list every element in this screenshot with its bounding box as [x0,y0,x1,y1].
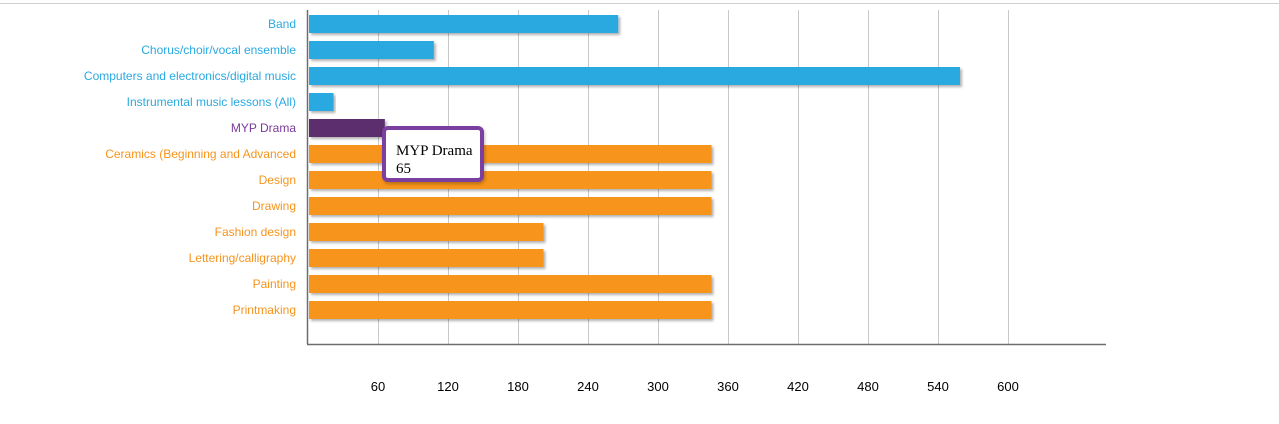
tooltip: MYP Drama 65 [382,126,484,182]
bar[interactable] [309,301,712,319]
x-tick-label: 360 [717,379,739,394]
x-tick-label: 120 [437,379,459,394]
tooltip-label: MYP Drama [396,143,473,159]
category-label: MYP Drama [231,121,296,135]
category-label: Fashion design [215,225,296,239]
bar[interactable] [309,249,544,267]
bar[interactable] [309,197,712,215]
x-tick-label: 60 [371,379,385,394]
category-label: Lettering/calligraphy [189,251,296,265]
category-label: Painting [253,277,296,291]
bar[interactable] [309,67,960,85]
bar[interactable] [309,223,544,241]
x-tick-label: 300 [647,379,669,394]
x-tick-label: 480 [857,379,879,394]
x-tick-label: 420 [787,379,809,394]
category-label: Instrumental music lessons (All) [127,95,296,109]
category-label: Ceramics (Beginning and Advanced [105,147,296,161]
bar[interactable] [309,119,385,137]
axes [306,10,1106,346]
bar[interactable] [309,93,334,111]
bar[interactable] [309,41,434,59]
x-tick-label: 540 [927,379,949,394]
bar[interactable] [309,15,619,33]
x-tick-label: 240 [577,379,599,394]
x-tick-label: 600 [997,379,1019,394]
bar[interactable] [309,275,712,293]
category-labels: Band Chorus/choir/vocal ensemble Computers… [84,17,296,317]
x-tick-label: 180 [507,379,529,394]
bar[interactable] [309,145,712,163]
bar[interactable] [309,171,712,189]
bars [309,15,960,319]
category-label: Drawing [252,199,296,213]
category-label: Printmaking [233,303,296,317]
top-divider [0,3,1279,4]
category-label: Chorus/choir/vocal ensemble [141,43,296,57]
x-tick-labels: 60 120 180 240 300 360 420 480 540 600 [371,379,1019,394]
category-label: Computers and electronics/digital music [84,69,296,83]
category-label: Band [268,17,296,31]
category-label: Design [259,173,296,187]
tooltip-value: 65 [396,161,411,177]
